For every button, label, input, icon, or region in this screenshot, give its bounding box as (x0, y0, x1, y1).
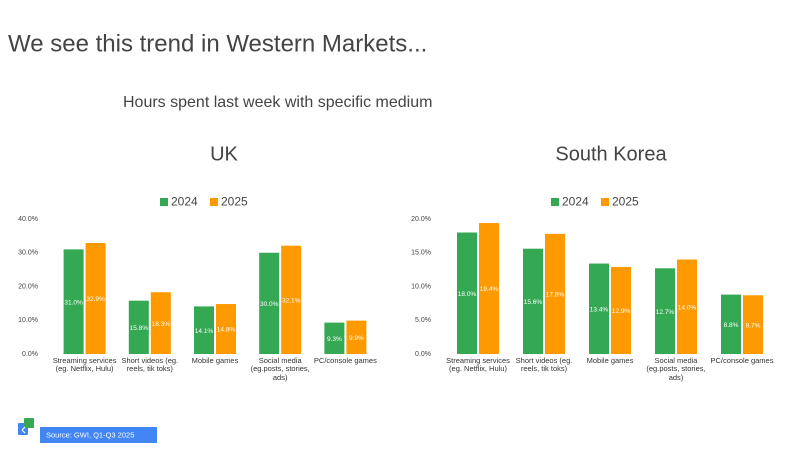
x-tick-label-box: PC/console games (313, 357, 377, 365)
value-label: 15.8% (130, 325, 149, 332)
bar (545, 233, 565, 354)
bar (128, 300, 149, 354)
value-label: 13.4% (590, 306, 609, 313)
value-label: 8.8% (724, 322, 739, 329)
y-tick-label: 15.0% (411, 250, 431, 257)
x-tick-label: Mobile games (586, 357, 634, 365)
legend-swatch (160, 198, 168, 206)
value-label: 14.8% (217, 327, 236, 334)
y-tick-label: 10.0% (18, 317, 38, 324)
bar (743, 295, 763, 354)
value-label: 12.7% (656, 309, 675, 316)
x-tick-label: PC/console games (313, 357, 377, 365)
x-tick-label-box: Mobile games (191, 357, 239, 365)
logo (18, 418, 34, 435)
bar (479, 223, 499, 354)
slide-title: We see this trend in Western Markets... (8, 30, 427, 57)
value-label: 9.3% (327, 336, 342, 343)
bar (259, 252, 280, 354)
legend-label: 2025 (221, 195, 248, 209)
x-tick-label: PC/console games (710, 357, 774, 365)
x-tick-label-box: Mobile games (586, 357, 634, 365)
source: Source: GWI, Q1-Q3 2025 (46, 430, 134, 439)
x-tick-label-box: Short videos (eg. reels, tik toks) (515, 357, 573, 374)
bar (281, 245, 302, 354)
bar (677, 259, 697, 354)
value-label: 18.0% (458, 291, 477, 298)
value-label: 14.0% (678, 304, 697, 311)
y-tick-label: 20.0% (411, 216, 431, 223)
x-tick-label-box: Streaming services (eg. Netflix, Hulu) (52, 357, 117, 374)
bar (589, 263, 609, 354)
legend-swatch (551, 198, 559, 206)
y-tick-label: 0.0% (22, 351, 38, 358)
value-label: 30.0% (260, 301, 279, 308)
x-tick-label-box: Streaming services (eg. Netflix, Hulu) (446, 357, 510, 374)
y-tick-label: 0.0% (415, 351, 431, 358)
chart-title: UK (210, 143, 238, 165)
x-tick-label: Mobile games (191, 357, 239, 365)
legend-label: 2025 (612, 195, 639, 209)
bar (346, 320, 367, 354)
value-label: 32.1% (282, 298, 301, 305)
value-label: 9.9% (349, 335, 364, 342)
y-tick-label: 5.0% (415, 317, 431, 324)
x-tick-label-box: Social media (eg.posts, stories, ads) (646, 357, 706, 382)
value-label: 19.4% (480, 286, 499, 293)
x-tick-label: Social media (eg.posts, stories, ads) (646, 357, 706, 382)
bar (194, 306, 214, 354)
x-tick-label-box: Social media (eg.posts, stories, ads) (250, 357, 310, 382)
value-label: 18.3% (152, 321, 171, 328)
legend-swatch (210, 198, 218, 206)
bar (85, 242, 106, 354)
bar (721, 294, 741, 354)
bar (457, 232, 477, 354)
value-label: 31.0% (64, 299, 83, 306)
source-box (40, 427, 157, 443)
x-tick-label: Streaming services (eg. Netflix, Hulu) (52, 357, 117, 374)
legend-label: 2024 (171, 195, 198, 209)
chart-title: South Korea (555, 143, 667, 165)
x-tick-label: Social media (eg.posts, stories, ads) (250, 357, 310, 382)
value-label: 17.8% (546, 292, 565, 299)
value-label: 8.7% (746, 322, 761, 329)
bar (63, 249, 84, 354)
legend-label: 2024 (562, 195, 589, 209)
value-label: 14.1% (195, 328, 214, 335)
bar (523, 248, 543, 354)
bar (216, 304, 236, 354)
x-tick-label-box: Short videos (eg. reels, tik toks) (121, 357, 179, 374)
x-tick-label: Short videos (eg. reels, tik toks) (515, 357, 573, 374)
y-tick-label: 20.0% (18, 283, 38, 290)
x-tick-label-box: PC/console games (710, 357, 774, 365)
bar (324, 322, 345, 354)
value-label: 12.9% (612, 308, 631, 315)
value-label: 32.9% (86, 296, 105, 303)
legend-swatch (601, 198, 609, 206)
x-tick-label: Streaming services (eg. Netflix, Hulu) (446, 357, 510, 374)
y-tick-label: 10.0% (411, 283, 431, 290)
y-tick-label: 40.0% (18, 216, 38, 223)
x-tick-label: Short videos (eg. reels, tik toks) (121, 357, 179, 374)
value-label: 15.6% (524, 299, 543, 306)
bar (150, 292, 171, 354)
slide-subtitle: Hours spent last week with specific medi… (123, 94, 432, 111)
bar (611, 266, 631, 354)
bar (655, 268, 675, 354)
y-tick-label: 30.0% (18, 250, 38, 257)
